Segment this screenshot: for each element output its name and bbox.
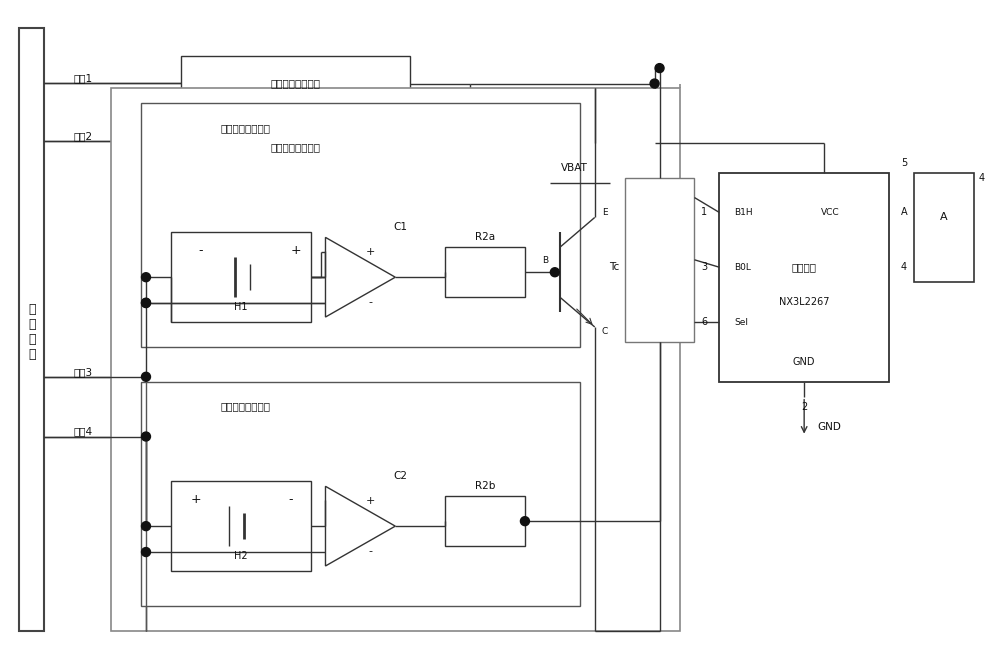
Text: VCC: VCC [821, 208, 840, 217]
Text: -: - [368, 546, 372, 556]
Text: -: - [199, 244, 203, 257]
Text: H2: H2 [234, 551, 248, 561]
Text: Tc: Tc [610, 262, 620, 273]
Circle shape [550, 268, 559, 276]
Text: 3: 3 [701, 262, 707, 273]
Circle shape [141, 432, 150, 441]
Text: +: + [290, 244, 301, 257]
Bar [141, 382, 580, 606]
Text: H1: H1 [234, 302, 247, 312]
Text: 1: 1 [701, 207, 707, 218]
Circle shape [141, 298, 150, 307]
Circle shape [141, 299, 150, 308]
Text: 4: 4 [901, 262, 907, 273]
Text: 第二电平比较模块: 第二电平比较模块 [221, 402, 271, 411]
Bar [181, 120, 410, 175]
Text: R2b: R2b [475, 481, 495, 492]
Text: VBAT: VBAT [561, 163, 588, 173]
Bar [625, 177, 694, 342]
Text: 第二信号处理模块: 第二信号处理模块 [271, 142, 321, 153]
Circle shape [520, 516, 529, 526]
Text: 2: 2 [801, 402, 807, 411]
Bar [19, 28, 44, 630]
Text: NX3L2267: NX3L2267 [779, 297, 829, 307]
Bar [445, 496, 525, 546]
Text: 4: 4 [979, 173, 985, 183]
Circle shape [141, 273, 150, 282]
Text: 管脚2: 管脚2 [73, 131, 92, 141]
Bar [445, 247, 525, 297]
Text: 5: 5 [901, 158, 907, 168]
Text: +: + [191, 493, 201, 506]
Circle shape [141, 522, 150, 531]
Text: A: A [901, 207, 908, 218]
Bar [141, 103, 580, 347]
Text: Sel: Sel [734, 318, 748, 327]
Bar [171, 232, 311, 322]
Text: C2: C2 [393, 471, 407, 481]
Text: B0L: B0L [734, 263, 751, 272]
Bar [914, 173, 974, 282]
Text: A: A [940, 213, 948, 222]
Text: -: - [288, 493, 293, 506]
Bar [171, 481, 311, 571]
Text: R2a: R2a [475, 232, 495, 243]
Text: B: B [542, 256, 548, 265]
Text: 管脚3: 管脚3 [73, 367, 92, 377]
Bar [719, 173, 889, 382]
Text: C: C [602, 327, 608, 336]
Circle shape [650, 79, 659, 88]
Circle shape [655, 64, 664, 72]
Bar [181, 56, 410, 111]
Text: B1H: B1H [734, 208, 753, 217]
Bar [111, 88, 680, 630]
Text: 开关模块: 开关模块 [792, 262, 817, 273]
Text: +: + [366, 247, 375, 258]
Circle shape [141, 548, 150, 557]
Text: GND: GND [793, 357, 815, 367]
Text: -: - [368, 297, 372, 307]
Text: E: E [602, 208, 608, 217]
Text: 音
频
接
口: 音 频 接 口 [28, 303, 36, 361]
Text: GND: GND [817, 422, 841, 432]
Text: 第一信号处理模块: 第一信号处理模块 [271, 78, 321, 89]
Text: 管脚1: 管脚1 [73, 73, 92, 83]
Text: 第一电平比较模块: 第一电平比较模块 [221, 123, 271, 133]
Text: 6: 6 [701, 317, 707, 327]
Text: C1: C1 [393, 222, 407, 232]
Text: +: + [366, 496, 375, 506]
Circle shape [141, 372, 150, 381]
Text: 管脚4: 管脚4 [73, 426, 92, 437]
